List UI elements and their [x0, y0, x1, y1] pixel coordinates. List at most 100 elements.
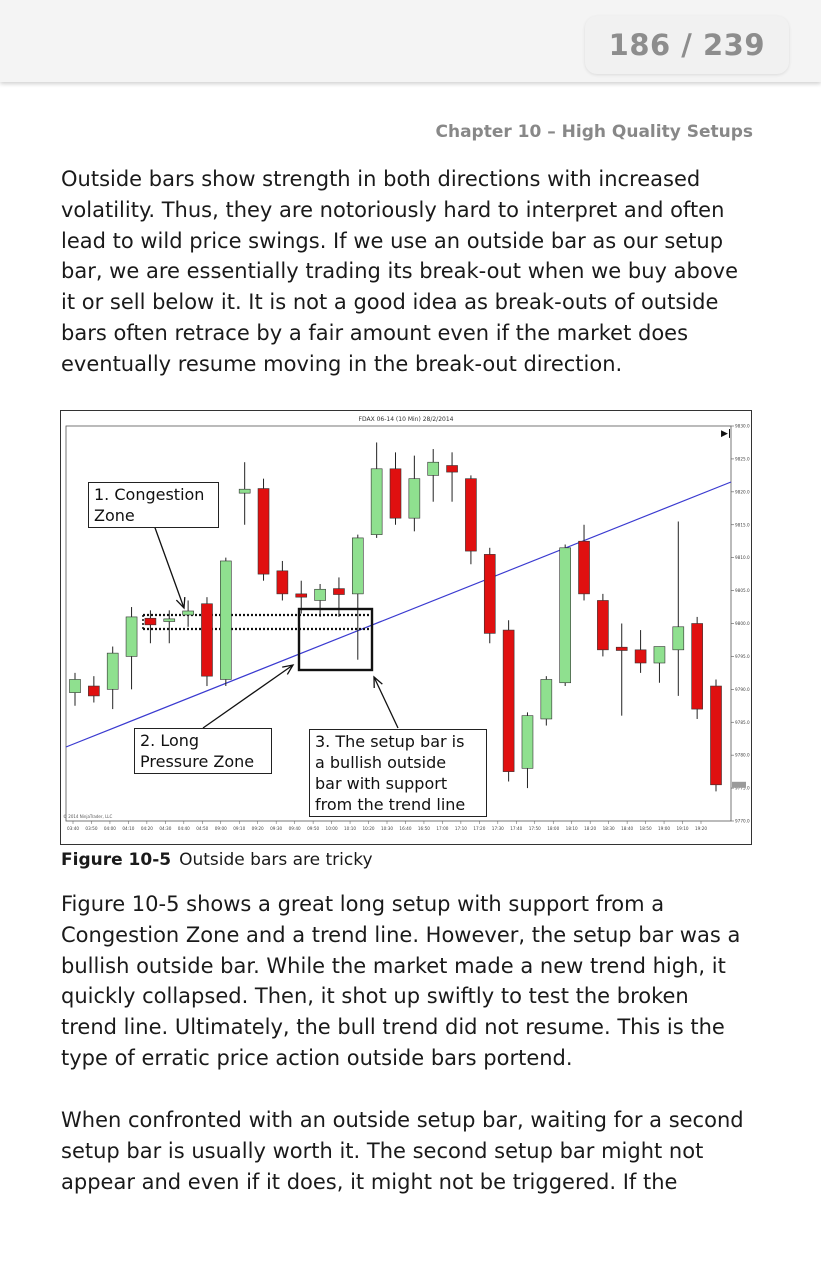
- bull-candle: [69, 679, 81, 693]
- bear-candle: [615, 646, 628, 651]
- text-line: from the trend line: [315, 795, 466, 814]
- x-tick-label: 09:00: [215, 826, 227, 831]
- bear-candle: [446, 465, 458, 473]
- text-line: Congestion Zone and a trend line. Howeve…: [61, 922, 741, 947]
- x-tick-label: 10:30: [381, 826, 393, 831]
- chapter-title: Chapter 10 – High Quality Setups: [435, 122, 753, 142]
- bear-candle: [483, 554, 496, 634]
- bull-candle: [653, 646, 666, 664]
- bull-candle: [182, 610, 194, 616]
- bear-candle: [502, 629, 515, 772]
- paragraph-3: When confronted with an outside setup ba…: [61, 1105, 766, 1197]
- y-tick-label: 9785.0: [735, 720, 750, 725]
- annotation-congestion-zone: 1. Congestion Zone: [88, 482, 219, 528]
- text-line: volatility. Thus, they are notoriously h…: [61, 197, 725, 222]
- x-tick-label: 16:40: [399, 826, 411, 831]
- arrow-long-pressure-head: [282, 664, 295, 675]
- x-tick-label: 18:20: [584, 826, 596, 831]
- x-tick-label: 09:20: [252, 826, 264, 831]
- x-tick-label: 18:10: [566, 826, 578, 831]
- x-tick-label: 17:20: [473, 826, 485, 831]
- y-tick-label: 9775.0: [735, 786, 750, 791]
- arrow-congestion-shaft: [153, 524, 185, 609]
- bear-candle: [389, 468, 402, 519]
- x-tick-label: 04:00: [104, 826, 116, 831]
- bull-candle: [220, 560, 232, 680]
- y-tick-label: 9805.0: [735, 588, 750, 593]
- x-tick-label: 03:50: [85, 826, 97, 831]
- x-tick-label: 18:30: [603, 826, 615, 831]
- annotation-setup-bar: 3. The setup bar is a bullish outside bar …: [309, 729, 487, 817]
- page-counter[interactable]: 186 / 239: [584, 16, 789, 74]
- text-line: lead to wild price swings. If we use an …: [61, 228, 724, 253]
- text-line: bars often retrace by a fair amount even…: [61, 320, 689, 345]
- bear-candle: [276, 570, 289, 595]
- x-tick-label: 17:50: [529, 826, 541, 831]
- bull-candle: [559, 547, 571, 684]
- bull-candle: [314, 588, 326, 601]
- text-line: bullish outside bar. While the market ma…: [61, 953, 726, 978]
- figure-caption-label: Figure 10-5: [61, 850, 172, 870]
- x-tick-label: 17:30: [492, 826, 504, 831]
- y-tick-label: 9810.0: [735, 555, 750, 560]
- arrow-setup-bar-shaft: [373, 676, 399, 729]
- figure-caption: Figure 10-5 Outside bars are tricky: [61, 850, 373, 870]
- bull-candle: [370, 468, 383, 535]
- candlestick-chart: FDAX 06-14 (10 Min) 28/2/2014 © 2014 Ninj…: [63, 416, 750, 831]
- x-tick-label: 03:40: [67, 826, 79, 831]
- scroll-to-end-icon: ▶|: [721, 429, 731, 439]
- text-line: When confronted with an outside setup ba…: [61, 1108, 744, 1132]
- text-line: Figure 10-5 shows a great long setup wit…: [61, 892, 665, 916]
- y-tick-label: 9795.0: [735, 654, 750, 659]
- text-line: setup bar is usually worth it. The secon…: [61, 1138, 704, 1163]
- bear-candle: [634, 649, 647, 664]
- setup-bar-box: [297, 607, 374, 672]
- x-tick-label: 18:40: [621, 826, 633, 831]
- top-bar: 186 / 239: [0, 0, 821, 82]
- text-line: appear and even if it does, it might not…: [61, 1169, 678, 1194]
- y-tick-label: 9790.0: [735, 687, 750, 692]
- bear-candle: [88, 685, 100, 697]
- x-tick-label: 09:40: [289, 826, 301, 831]
- bear-candle: [710, 685, 722, 786]
- y-tick-label: 9815.0: [735, 522, 750, 527]
- text-line: 3. The setup bar is: [315, 732, 465, 751]
- bull-candle: [163, 618, 176, 622]
- x-tick-label: 16:50: [418, 826, 430, 831]
- text-line: 2. Long: [140, 731, 200, 750]
- paragraph-1: Outside bars show strength in both direc…: [61, 164, 766, 380]
- paragraph-2: Figure 10-5 shows a great long setup wit…: [61, 889, 766, 1074]
- bear-candle: [691, 623, 703, 710]
- x-tick-label: 19:20: [695, 826, 707, 831]
- bear-candle: [201, 603, 213, 677]
- bear-candle: [597, 600, 609, 651]
- x-tick-label: 17:40: [510, 826, 522, 831]
- bull-candle: [351, 537, 364, 595]
- text-line: bar, we are essentially trading its brea…: [61, 259, 739, 284]
- x-tick-label: 09:30: [270, 826, 282, 831]
- bull-candle: [238, 488, 251, 494]
- figure-caption-text: Outside bars are tricky: [179, 850, 373, 870]
- y-tick-label: 9800.0: [735, 621, 750, 626]
- text-line: a bullish outside: [315, 753, 447, 772]
- x-tick-label: 18:00: [547, 826, 559, 831]
- text-line: trend line. Ultimately, the bull trend d…: [61, 1015, 725, 1040]
- text-line: 1. Congestion: [94, 485, 205, 504]
- x-tick-label: 09:50: [307, 826, 319, 831]
- bear-candle: [465, 478, 477, 552]
- x-tick-label: 17:00: [436, 826, 448, 831]
- bull-candle: [672, 626, 685, 651]
- bear-candle: [578, 540, 590, 595]
- text-line: eventually resume moving in the break-ou…: [61, 351, 623, 376]
- y-tick-label: 9780.0: [735, 753, 750, 758]
- x-tick-label: 19:10: [676, 826, 688, 831]
- copyright-text: © 2014 NinjaTrader, LLC: [63, 814, 113, 819]
- y-tick-label: 9820.0: [735, 489, 750, 494]
- text-line: quickly collapsed. Then, it shot up swif…: [61, 984, 689, 1009]
- chart-title: FDAX 06-14 (10 Min) 28/2/2014: [359, 416, 454, 423]
- x-tick-label: 09:10: [233, 826, 245, 831]
- text-line: Outside bars show strength in both direc…: [61, 167, 701, 191]
- arrow-congestion-head: [175, 596, 186, 610]
- arrow-long-pressure-shaft: [202, 664, 294, 729]
- bear-candle: [333, 588, 345, 595]
